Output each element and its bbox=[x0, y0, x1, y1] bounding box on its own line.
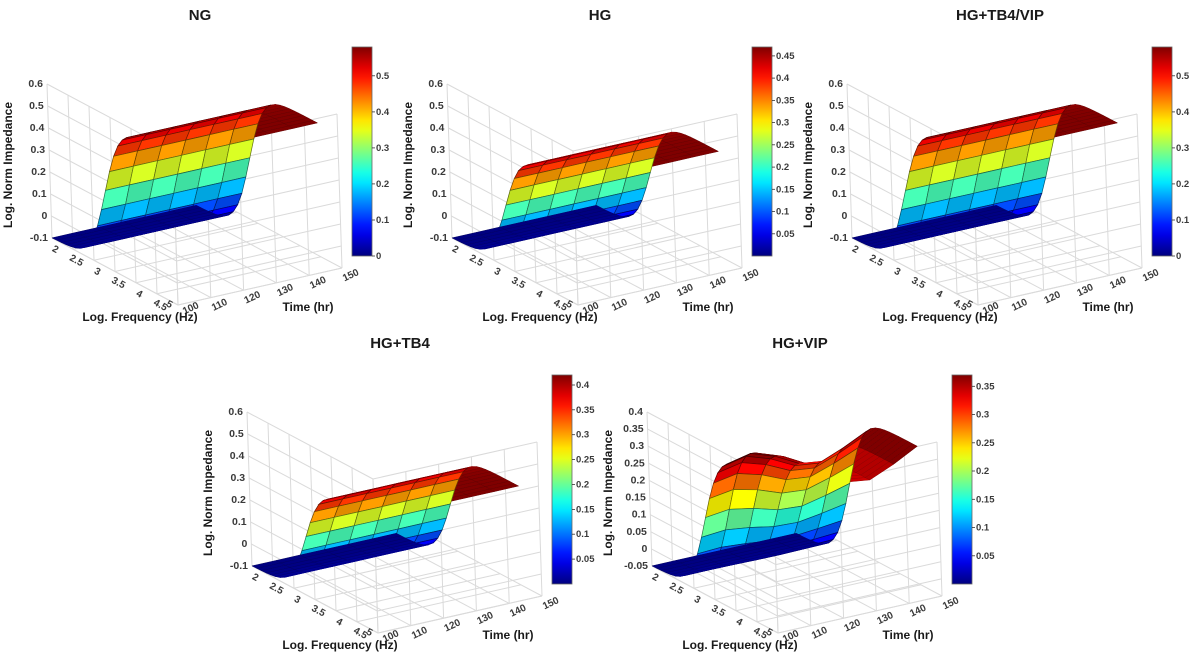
svg-text:0.45: 0.45 bbox=[776, 51, 795, 62]
svg-text:0.4: 0.4 bbox=[1176, 107, 1190, 118]
svg-text:0.4: 0.4 bbox=[430, 122, 445, 134]
svg-text:0.4: 0.4 bbox=[830, 122, 845, 134]
svg-text:0.2: 0.2 bbox=[831, 166, 846, 178]
svg-text:0.1: 0.1 bbox=[776, 207, 790, 218]
svg-text:0.6: 0.6 bbox=[828, 78, 843, 90]
svg-text:0.2: 0.2 bbox=[976, 466, 989, 477]
svg-text:Log. Norm Impedance: Log. Norm Impedance bbox=[601, 430, 615, 556]
svg-text:0: 0 bbox=[376, 251, 381, 262]
svg-text:0.15: 0.15 bbox=[776, 184, 795, 195]
svg-text:0.05: 0.05 bbox=[976, 551, 995, 562]
svg-text:0.25: 0.25 bbox=[976, 438, 995, 449]
svg-text:HG+TB4: HG+TB4 bbox=[370, 335, 430, 352]
svg-text:0.15: 0.15 bbox=[576, 504, 595, 515]
svg-text:Log. Norm Impedance: Log. Norm Impedance bbox=[801, 102, 815, 228]
svg-text:0.5: 0.5 bbox=[29, 100, 44, 112]
svg-text:0.5: 0.5 bbox=[1176, 71, 1190, 82]
svg-text:-0.1: -0.1 bbox=[830, 232, 848, 244]
svg-text:0: 0 bbox=[41, 210, 47, 222]
svg-text:HG: HG bbox=[589, 7, 612, 24]
svg-text:0.4: 0.4 bbox=[376, 107, 390, 118]
svg-text:0.4: 0.4 bbox=[628, 406, 643, 418]
svg-text:0.1: 0.1 bbox=[976, 523, 990, 534]
svg-text:0.6: 0.6 bbox=[428, 78, 443, 90]
svg-text:HG+VIP: HG+VIP bbox=[772, 335, 827, 352]
svg-text:0.05: 0.05 bbox=[626, 526, 647, 538]
svg-text:0.3: 0.3 bbox=[976, 410, 989, 421]
svg-text:0.3: 0.3 bbox=[430, 144, 445, 156]
svg-text:Time (hr): Time (hr) bbox=[282, 300, 333, 314]
svg-text:0.2: 0.2 bbox=[1176, 179, 1189, 190]
svg-text:0.3: 0.3 bbox=[830, 144, 845, 156]
svg-text:0.3: 0.3 bbox=[776, 118, 789, 129]
svg-text:0.2: 0.2 bbox=[431, 166, 446, 178]
svg-text:0.2: 0.2 bbox=[376, 179, 389, 190]
svg-text:Log. Frequency (Hz): Log. Frequency (Hz) bbox=[82, 310, 197, 324]
svg-text:0: 0 bbox=[841, 210, 847, 222]
svg-text:Log. Frequency (Hz): Log. Frequency (Hz) bbox=[282, 638, 397, 652]
svg-text:0.6: 0.6 bbox=[228, 406, 243, 418]
svg-text:-0.1: -0.1 bbox=[230, 560, 248, 572]
svg-text:0.1: 0.1 bbox=[632, 509, 647, 521]
svg-text:0.5: 0.5 bbox=[829, 100, 844, 112]
svg-text:0.1: 0.1 bbox=[432, 188, 447, 200]
svg-text:Time (hr): Time (hr) bbox=[682, 300, 733, 314]
svg-text:0.5: 0.5 bbox=[429, 100, 444, 112]
svg-text:Log. Norm Impedance: Log. Norm Impedance bbox=[401, 102, 415, 228]
svg-text:NG: NG bbox=[189, 7, 212, 24]
svg-text:Time (hr): Time (hr) bbox=[482, 628, 533, 642]
svg-text:-0.1: -0.1 bbox=[30, 232, 48, 244]
svg-text:0.2: 0.2 bbox=[576, 480, 589, 491]
svg-text:0.15: 0.15 bbox=[976, 494, 995, 505]
svg-text:0.5: 0.5 bbox=[376, 71, 390, 82]
svg-text:0: 0 bbox=[441, 210, 447, 222]
svg-text:0: 0 bbox=[1176, 251, 1181, 262]
svg-text:0: 0 bbox=[642, 543, 648, 555]
svg-text:0.35: 0.35 bbox=[976, 381, 995, 392]
svg-text:0.1: 0.1 bbox=[376, 215, 390, 226]
svg-text:0.05: 0.05 bbox=[576, 554, 595, 565]
svg-text:Log. Frequency (Hz): Log. Frequency (Hz) bbox=[482, 310, 597, 324]
svg-text:0.5: 0.5 bbox=[229, 428, 244, 440]
svg-text:0.4: 0.4 bbox=[576, 380, 590, 391]
svg-text:0.1: 0.1 bbox=[576, 529, 590, 540]
svg-text:0.1: 0.1 bbox=[232, 516, 247, 528]
svg-text:0.1: 0.1 bbox=[832, 188, 847, 200]
svg-text:0.3: 0.3 bbox=[629, 440, 644, 452]
svg-text:HG+TB4/VIP: HG+TB4/VIP bbox=[956, 7, 1044, 24]
svg-text:Log. Norm Impedance: Log. Norm Impedance bbox=[201, 430, 215, 556]
svg-text:0.2: 0.2 bbox=[776, 162, 789, 173]
svg-text:0.25: 0.25 bbox=[776, 140, 795, 151]
svg-text:0.3: 0.3 bbox=[1176, 143, 1189, 154]
svg-text:0.6: 0.6 bbox=[28, 78, 43, 90]
svg-text:-0.05: -0.05 bbox=[624, 560, 648, 572]
svg-text:0.2: 0.2 bbox=[31, 166, 46, 178]
svg-text:0.15: 0.15 bbox=[625, 492, 646, 504]
svg-text:0.05: 0.05 bbox=[776, 229, 795, 240]
svg-text:0.3: 0.3 bbox=[376, 143, 389, 154]
svg-text:0.35: 0.35 bbox=[623, 423, 644, 435]
svg-text:0.1: 0.1 bbox=[32, 188, 47, 200]
svg-text:Log. Frequency (Hz): Log. Frequency (Hz) bbox=[882, 310, 997, 324]
svg-text:0.25: 0.25 bbox=[576, 455, 595, 466]
svg-text:0.3: 0.3 bbox=[230, 472, 245, 484]
svg-text:0.1: 0.1 bbox=[1176, 215, 1190, 226]
svg-text:Time (hr): Time (hr) bbox=[882, 628, 933, 642]
svg-text:Log. Norm Impedance: Log. Norm Impedance bbox=[1, 102, 15, 228]
svg-text:Time (hr): Time (hr) bbox=[1082, 300, 1133, 314]
svg-text:-0.1: -0.1 bbox=[430, 232, 448, 244]
svg-text:0.4: 0.4 bbox=[776, 73, 790, 84]
svg-text:0.2: 0.2 bbox=[231, 494, 246, 506]
svg-text:0.2: 0.2 bbox=[631, 474, 646, 486]
svg-text:0.3: 0.3 bbox=[576, 430, 589, 441]
svg-text:0: 0 bbox=[241, 538, 247, 550]
svg-text:0.4: 0.4 bbox=[30, 122, 45, 134]
svg-text:0.4: 0.4 bbox=[230, 450, 245, 462]
svg-text:0.3: 0.3 bbox=[30, 144, 45, 156]
svg-text:0.25: 0.25 bbox=[624, 457, 645, 469]
svg-text:0.35: 0.35 bbox=[576, 405, 595, 416]
svg-text:Log. Frequency (Hz): Log. Frequency (Hz) bbox=[682, 638, 797, 652]
svg-text:0.35: 0.35 bbox=[776, 95, 795, 106]
